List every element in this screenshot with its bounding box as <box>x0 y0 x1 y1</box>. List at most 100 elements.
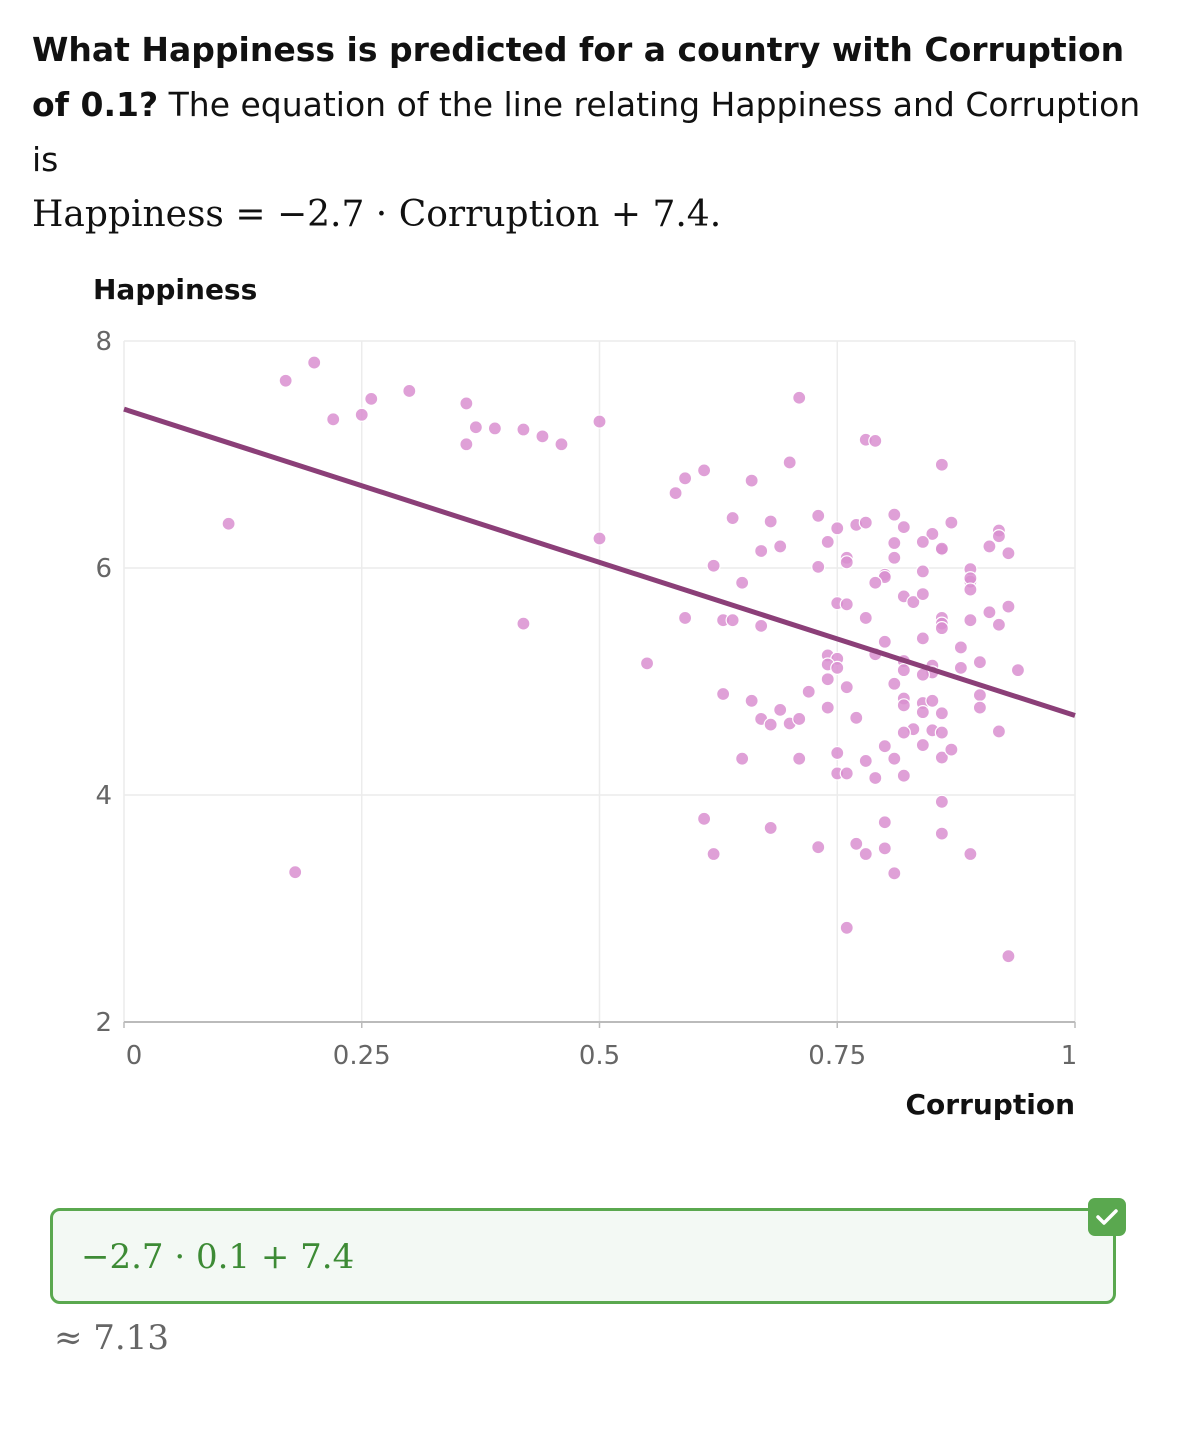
data-point <box>307 355 322 370</box>
data-point <box>725 510 740 526</box>
data-point <box>820 672 835 687</box>
data-point <box>877 634 892 649</box>
data-point <box>963 582 978 597</box>
data-point <box>991 529 1007 544</box>
data-point <box>554 437 569 452</box>
question-text: What Happiness is predicted for a countr… <box>32 22 1152 242</box>
data-point <box>716 686 731 702</box>
data-point <box>877 815 892 830</box>
y-tick-label: 8 <box>95 327 112 357</box>
data-point <box>934 826 949 841</box>
data-point <box>668 485 683 501</box>
data-point <box>934 750 949 765</box>
data-point <box>402 383 417 399</box>
regression-line-group <box>123 406 1076 718</box>
scatter-chart: Happiness 0 0.25 0.5 0.75 1 2 4 6 8 Corruption <box>93 273 1077 1121</box>
data-point <box>972 655 988 670</box>
data-point <box>944 515 959 530</box>
data-point <box>1001 546 1016 561</box>
data-point <box>839 555 854 570</box>
data-point <box>1001 599 1016 614</box>
data-point <box>982 605 997 620</box>
data-point <box>773 539 788 554</box>
data-point <box>849 836 864 851</box>
y-axis-label: Happiness <box>93 273 257 306</box>
data-point <box>896 520 911 535</box>
data-point <box>896 698 911 713</box>
answer-expression[interactable]: −2.7 · 0.1 + 7.4 <box>81 1237 355 1277</box>
data-point <box>858 515 873 530</box>
data-point <box>991 617 1007 632</box>
data-point <box>991 724 1007 739</box>
data-points <box>221 355 1026 964</box>
data-point <box>735 751 750 766</box>
data-point <box>896 768 911 783</box>
data-point <box>830 745 845 761</box>
data-point <box>1001 949 1016 964</box>
data-point <box>763 717 778 732</box>
axes <box>123 1021 1076 1028</box>
data-point <box>535 429 550 444</box>
data-point <box>934 794 949 809</box>
line-equation: Happiness = −2.7 · Corruption + 7.4. <box>32 194 722 235</box>
tick-labels: 0 0.25 0.5 0.75 1 2 4 6 8 <box>95 327 1077 1071</box>
data-point <box>792 390 807 405</box>
question-description: The equation of the line relating Happin… <box>32 85 1141 179</box>
data-point <box>459 437 474 452</box>
data-point <box>830 521 845 536</box>
data-point <box>706 558 721 573</box>
question-bold: What Happiness is predicted for a countr… <box>32 30 1125 124</box>
data-point <box>944 742 959 757</box>
data-point <box>830 660 845 675</box>
data-point <box>934 621 949 636</box>
data-point <box>639 656 655 671</box>
data-point <box>972 700 988 715</box>
data-point <box>326 412 341 427</box>
data-point <box>792 751 807 766</box>
data-point <box>820 534 835 549</box>
data-point <box>677 610 693 626</box>
data-point <box>934 541 949 556</box>
data-point <box>915 705 930 720</box>
data-point <box>1010 663 1026 678</box>
data-point <box>887 507 902 522</box>
data-point <box>516 616 531 631</box>
data-point <box>592 414 607 429</box>
data-point <box>839 766 854 781</box>
data-point <box>934 706 949 721</box>
data-point <box>725 613 740 628</box>
data-point <box>763 820 778 836</box>
data-point <box>697 463 712 478</box>
data-point <box>744 693 759 708</box>
data-point <box>782 455 797 470</box>
answer-result: ≈ 7.13 <box>54 1318 169 1358</box>
answer-input[interactable]: −2.7 · 0.1 + 7.4 <box>50 1198 1126 1304</box>
data-point <box>877 841 892 856</box>
y-tick-label: 6 <box>95 554 112 584</box>
data-point <box>839 597 854 612</box>
data-point <box>896 663 911 678</box>
data-point <box>592 531 607 546</box>
x-tick-label: 1 <box>1061 1041 1078 1071</box>
data-point <box>763 514 778 529</box>
check-icon <box>1096 1209 1118 1225</box>
y-tick-label: 4 <box>95 781 112 811</box>
data-point <box>925 693 940 708</box>
data-point <box>811 508 826 523</box>
data-point <box>858 610 873 626</box>
data-point <box>677 471 693 486</box>
data-point <box>459 396 474 411</box>
x-axis-label: Corruption <box>905 1088 1075 1121</box>
data-point <box>468 420 483 435</box>
y-tick-label: 2 <box>95 1008 112 1038</box>
data-point <box>877 739 892 754</box>
data-point <box>754 543 769 559</box>
correct-badge <box>1088 1198 1126 1236</box>
data-point <box>278 373 293 388</box>
data-point <box>915 737 930 753</box>
regression-line <box>123 406 1076 718</box>
data-point <box>744 473 759 488</box>
data-point <box>364 391 379 406</box>
data-point <box>925 526 940 542</box>
data-point <box>963 846 978 862</box>
